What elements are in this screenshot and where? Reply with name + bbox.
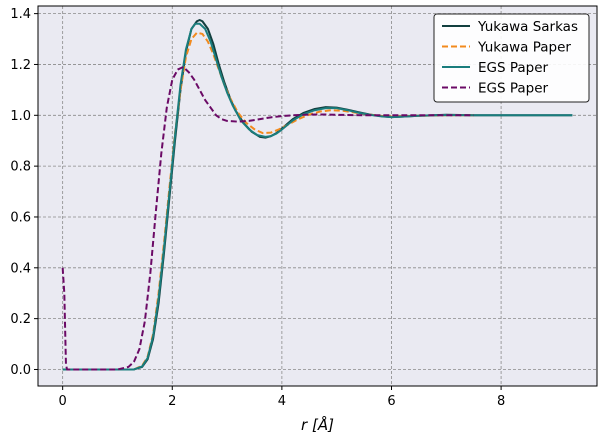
x-tick-label: 2 [168, 394, 176, 409]
y-tick-label: 1.2 [10, 58, 31, 73]
y-tick-label: 0.0 [10, 363, 31, 378]
series-lines [61, 18, 573, 371]
plot-frame [37, 5, 598, 387]
series-line-3 [62, 22, 573, 371]
x-tick-label: 0 [59, 394, 67, 409]
legend-box [433, 13, 590, 103]
x-axis-label: r [Å] [301, 415, 334, 434]
legend-label: EGS Paper [478, 81, 549, 97]
y-tick-label: 0.6 [10, 210, 31, 225]
y-tick-label: 0.8 [10, 160, 31, 175]
y-tick-label: 1.0 [10, 109, 31, 124]
y-tick-label: 1.4 [10, 7, 31, 22]
legend-label: Yukawa Paper [477, 40, 571, 56]
x-tick-label: 4 [278, 394, 286, 409]
legend: Yukawa Sarkas Yukawa Paper EGS Paper EGS Pa… [433, 13, 590, 103]
y-tick-label: 0.2 [10, 312, 31, 327]
legend-label: Yukawa Sarkas [477, 19, 578, 35]
series-line-2 [62, 31, 474, 371]
axis-ticks: 0 2 4 6 8 0.0 0.2 0.4 0.6 0.8 1.0 1.2 1.4 [10, 7, 505, 409]
legend-label: EGS Paper [478, 60, 549, 76]
y-tick-label: 0.4 [10, 261, 31, 276]
x-tick-label: 8 [497, 394, 505, 409]
x-tick-label: 6 [387, 394, 395, 409]
